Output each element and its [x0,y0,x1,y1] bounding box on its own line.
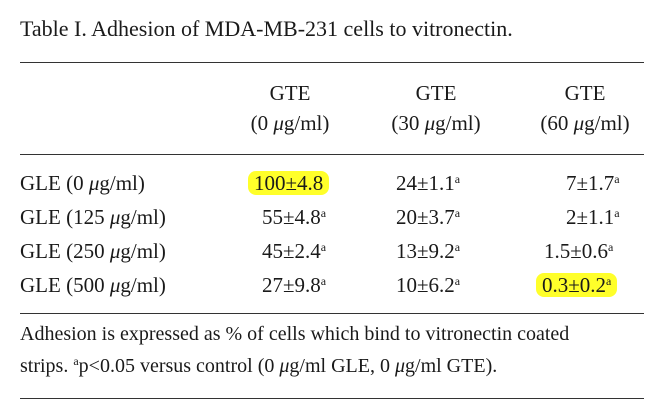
footnote-line-1: Adhesion is expressed as % of cells whic… [20,323,570,345]
table-title: Table I. Adhesion of MDA-MB-231 cells to… [20,16,513,41]
table-cell: 24±1.1a [396,171,461,195]
column-header-2: GTE (30 μg/ml) [391,81,481,135]
table-cell: 45±2.4a [262,239,327,263]
row-label-gle-250: GLE (250 μg/ml) [20,239,166,263]
table-cell: 1.5±0.6a [544,239,614,263]
table-cell: 2±1.1a [566,205,620,229]
table-cell: 55±4.8a [262,205,327,229]
bottom-rule [20,313,644,314]
table-cell: 7±1.7a [566,171,620,195]
end-rule [20,398,644,399]
row-label-gle-125: GLE (125 μg/ml) [20,205,166,229]
footnote-line-2: strips. ap<0.05 versus control (0 μg/ml … [20,354,498,377]
highlight-mark: 100±4.8 [248,171,330,195]
column-header-1: GTE (0 μg/ml) [250,81,330,135]
row-label-gle-0: GLE (0 μg/ml) [20,171,145,195]
header-rule [20,154,644,155]
table-cell: 20±3.7a [396,205,461,229]
table-cell: 27±9.8a [262,273,327,297]
table-cell: 100±4.8 [248,171,330,196]
row-label-gle-500: GLE (500 μg/ml) [20,273,166,297]
column-header-3: GTE (60 μg/ml) [540,81,630,135]
highlight-mark: 0.3±0.2a [536,273,618,297]
table-cell: 13±9.2a [396,239,461,263]
top-rule [20,62,644,63]
table-cell: 10±6.2a [396,273,461,297]
table-cell: 0.3±0.2a [536,273,618,298]
